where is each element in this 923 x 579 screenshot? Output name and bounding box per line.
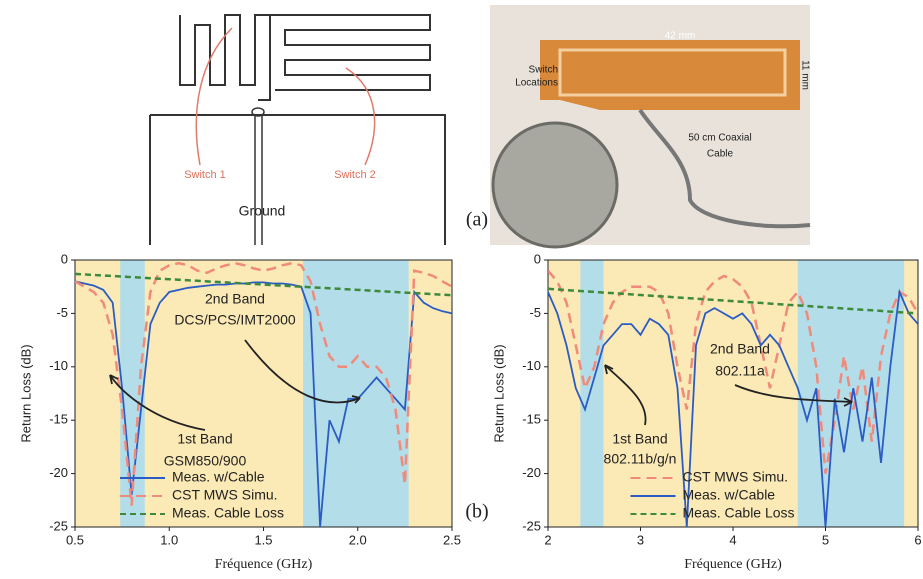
x-tick-label: 1.0 [160, 532, 178, 547]
band-annotation: 2nd Band [710, 341, 770, 357]
annotation-arrows [109, 339, 853, 431]
band-annotation: 802.11a [715, 363, 765, 379]
y-tick-label: -20 [522, 465, 541, 480]
switch-label: Switch 2 [334, 169, 376, 181]
chart: -25 -20 -15 -10 -5 0 2 3 4 5 6 Fréquence (GHz) Retur… [491, 251, 921, 572]
y-tick-label: 0 [61, 251, 68, 266]
dimension-label: 42 mm [665, 31, 696, 42]
y-tick-label: -25 [49, 518, 68, 533]
chart: -25 -20 -15 -10 -5 0 0.5 1.0 1.5 2.0 2.5 Fréquence … [18, 251, 461, 572]
x-tick-label: 2.0 [349, 532, 367, 547]
series-line [75, 272, 452, 297]
legend-label: Meas. Cable Loss [172, 505, 284, 521]
legend-label: CST MWS Simu. [172, 487, 278, 503]
ground-label: Ground [239, 203, 286, 219]
y-axis-label: Return Loss (dB) [491, 344, 506, 442]
photo-label: 50 cm Coaxial [688, 133, 751, 144]
legend-label: Meas. Cable Loss [683, 505, 795, 521]
y-tick-label: -5 [56, 305, 68, 320]
legend-label: Meas. w/Cable [683, 487, 776, 503]
band-annotation: 802.11b/g/n [604, 451, 677, 467]
band-annotation: DCS/PCS/IMT2000 [174, 312, 296, 328]
band-annotation: GSM850/900 [164, 453, 247, 469]
x-tick-label: 2 [544, 532, 551, 547]
x-axis-label: Fréquence (GHz) [215, 557, 313, 572]
y-tick-label: -15 [522, 412, 541, 427]
charts: -25 -20 -15 -10 -5 0 0.5 1.0 1.5 2.0 2.5 Fréquence … [18, 251, 921, 572]
series-line [548, 288, 918, 527]
legend-label: Meas. w/Cable [172, 469, 265, 485]
y-tick-label: -10 [522, 358, 541, 373]
x-axis-label: Fréquence (GHz) [684, 557, 782, 572]
panel-label: (a) [466, 209, 488, 231]
dimension-label: 11 mm [799, 60, 810, 90]
x-tick-label: 3 [637, 532, 644, 547]
x-tick-label: 1.5 [254, 532, 272, 547]
y-tick-label: -20 [49, 465, 68, 480]
x-tick-label: 2.5 [443, 532, 461, 547]
y-tick-label: -5 [529, 305, 541, 320]
y-tick-label: -25 [522, 518, 541, 533]
x-tick-label: 0.5 [66, 532, 84, 547]
band-annotation: 2nd Band [205, 291, 265, 307]
x-tick-label: 4 [729, 532, 736, 547]
photo-label: Locations [515, 78, 558, 89]
antenna-photo: Switch Locations 42 mm 11 mm 50 cm Coaxi… [490, 5, 810, 249]
series-line [548, 287, 918, 315]
plot-frame [74, 259, 453, 528]
photo-label: Switch [529, 65, 558, 76]
series-line [75, 280, 452, 527]
y-tick-label: -10 [49, 358, 68, 373]
frequency-band [580, 260, 604, 527]
y-tick-label: 0 [534, 251, 541, 266]
panel-label: (b) [465, 501, 488, 523]
y-axis-label: Return Loss (dB) [18, 344, 33, 442]
x-tick-label: 6 [914, 532, 921, 547]
band-annotation: 1st Band [177, 431, 232, 447]
plot-frame [547, 259, 919, 528]
x-tick-label: 5 [822, 532, 829, 547]
band-annotation: 1st Band [612, 431, 667, 447]
y-tick-label: -15 [49, 412, 68, 427]
photo-label: Cable [707, 149, 734, 160]
legend-label: CST MWS Simu. [683, 469, 789, 485]
antenna-diagram [149, 14, 446, 245]
series-line [548, 269, 918, 474]
switch-label: Switch 1 [184, 169, 226, 181]
